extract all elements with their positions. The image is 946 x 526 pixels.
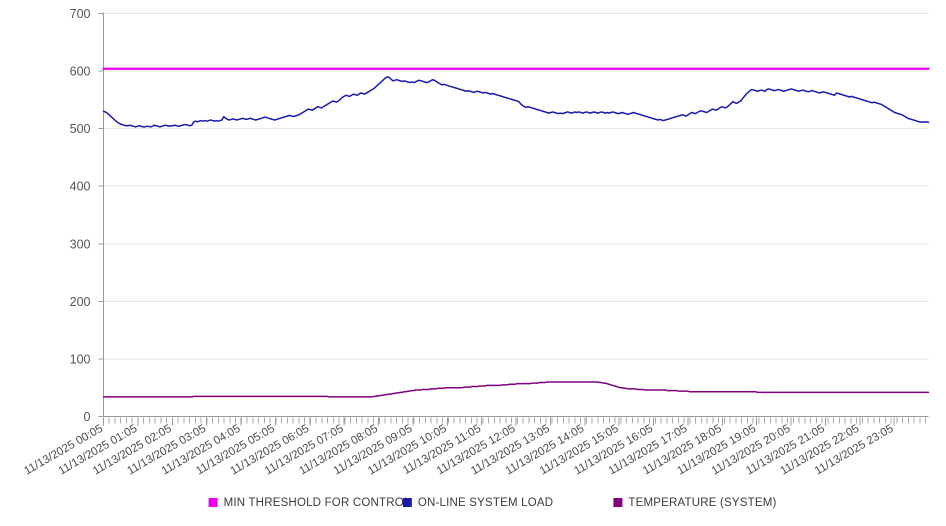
gridlines [103, 13, 929, 417]
series-line-1 [102, 76, 930, 128]
series-line-2 [102, 381, 930, 398]
y-axis-label: 400 [70, 180, 91, 194]
y-axis-label: 100 [70, 352, 91, 366]
legend-swatch-2 [613, 498, 623, 507]
axis-lines [103, 12, 929, 417]
y-axis-label: 0 [84, 410, 91, 424]
y-axis-label: 300 [70, 237, 91, 251]
y-axis-label: 200 [70, 295, 91, 309]
legend-label-1: ON-LINE SYSTEM LOAD [418, 497, 553, 509]
x-axis-minor-ticks [103, 417, 927, 424]
y-axis-label: 600 [70, 65, 91, 79]
legend-swatch-0 [208, 498, 218, 507]
y-axis-label: 700 [70, 7, 91, 21]
y-axis-label: 500 [70, 122, 91, 136]
legend-swatch-1 [402, 498, 412, 507]
legend-label-0: MIN THRESHOLD FOR CONTROL [224, 497, 411, 509]
chart-legend: MIN THRESHOLD FOR CONTROL ON-LINE SYSTEM … [208, 497, 776, 509]
legend-label-2: TEMPERATURE (SYSTEM) [628, 497, 776, 509]
data-series [102, 67, 930, 398]
x-axis-major-ticks [103, 417, 895, 426]
y-axis-tick-labels: 0 100 200 300 400 500 600 700 [70, 7, 104, 424]
